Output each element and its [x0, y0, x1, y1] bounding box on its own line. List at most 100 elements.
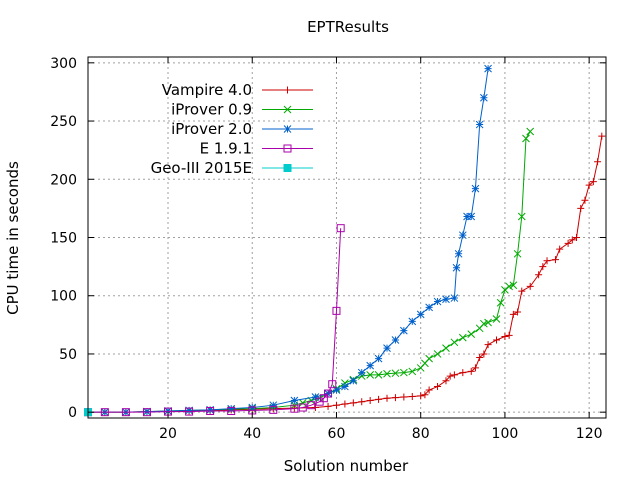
data-point [349, 399, 357, 407]
series-line [88, 228, 342, 413]
data-point [442, 377, 450, 385]
data-point [471, 184, 480, 193]
data-point [568, 236, 576, 244]
data-point [366, 361, 375, 370]
data-point [594, 158, 602, 166]
data-point [526, 282, 534, 290]
data-point [556, 245, 564, 253]
y-tick-label: 300 [50, 56, 77, 72]
data-point [400, 393, 408, 401]
data-point [227, 407, 236, 416]
data-point [391, 394, 399, 402]
x-tick-label: 40 [243, 426, 261, 442]
data-point [142, 408, 151, 417]
data-point [164, 407, 172, 415]
data-point [564, 239, 572, 247]
data-point [332, 401, 340, 409]
data-point [383, 344, 391, 352]
data-point [206, 405, 214, 414]
data-point [442, 344, 450, 352]
legend-label: iProver 2.0 [171, 120, 252, 138]
legend-entry: iProver 0.9 [171, 101, 313, 119]
series-iprover-2-0 [84, 64, 492, 417]
data-point [459, 369, 467, 377]
data-point [143, 407, 151, 416]
data-point [283, 105, 292, 114]
legend-entry: E 1.9.1 [200, 140, 313, 158]
data-point [311, 393, 320, 401]
data-point [248, 403, 257, 412]
y-axis-title: CPU time in seconds [4, 161, 22, 315]
data-point [408, 392, 416, 400]
data-point [452, 263, 461, 272]
data-point [509, 310, 517, 318]
data-point [185, 406, 193, 415]
data-point [311, 404, 319, 412]
ticks-layer: 20 40 60 80 100 120 0 50 100 150 200 250 300 [50, 56, 606, 442]
data-point [328, 380, 337, 389]
data-point [475, 120, 484, 129]
data-point [501, 286, 509, 294]
data-point [324, 402, 332, 410]
data-point [517, 212, 526, 221]
data-point [290, 396, 299, 405]
data-point [539, 263, 547, 271]
data-point [509, 281, 518, 290]
legend-entry: Geo-III 2015E [151, 159, 313, 177]
data-point [522, 134, 530, 143]
data-point [484, 341, 492, 349]
y-tick-label: 100 [50, 289, 77, 305]
data-point [454, 249, 463, 258]
data-point [100, 408, 109, 417]
data-point [505, 331, 513, 339]
data-point [471, 364, 479, 372]
data-point [374, 354, 383, 363]
data-point [551, 256, 559, 264]
data-point [366, 397, 374, 405]
data-point [336, 224, 345, 233]
data-point [458, 333, 467, 342]
data-point [341, 382, 349, 391]
data-point [283, 125, 292, 133]
series-e-1-9-1 [84, 224, 345, 417]
data-point [513, 249, 522, 258]
data-point [446, 372, 454, 380]
data-point [319, 394, 328, 403]
data-point [581, 196, 589, 204]
data-point [391, 369, 400, 378]
data-point [349, 376, 358, 385]
chart-title: EPTResults [307, 18, 389, 36]
data-point [535, 271, 543, 279]
data-point [400, 326, 408, 335]
data-point [433, 297, 442, 306]
data-point [332, 386, 341, 394]
data-point [357, 368, 366, 377]
x-tick-label: 20 [159, 426, 177, 442]
x-tick-label: 60 [328, 426, 346, 442]
data-point [358, 398, 366, 406]
data-point [543, 257, 551, 265]
data-point [505, 282, 513, 291]
data-point [374, 371, 383, 379]
y-tick-label: 0 [68, 405, 77, 421]
data-point [227, 404, 236, 413]
data-point [526, 127, 535, 136]
data-point [467, 212, 476, 221]
data-point [416, 310, 425, 319]
y-tick-label: 250 [50, 114, 77, 130]
data-point [383, 394, 391, 402]
x-tick-label: 100 [492, 426, 519, 442]
data-point [121, 408, 130, 417]
series-layer [84, 64, 606, 417]
data-point [467, 330, 476, 339]
data-point [307, 401, 316, 410]
data-point [450, 338, 459, 347]
series-line [88, 136, 603, 413]
data-point [480, 350, 488, 358]
data-point [206, 407, 215, 416]
x-tick-label: 120 [576, 426, 603, 442]
data-point [185, 407, 194, 416]
x-axis-title: Solution number [284, 457, 409, 475]
